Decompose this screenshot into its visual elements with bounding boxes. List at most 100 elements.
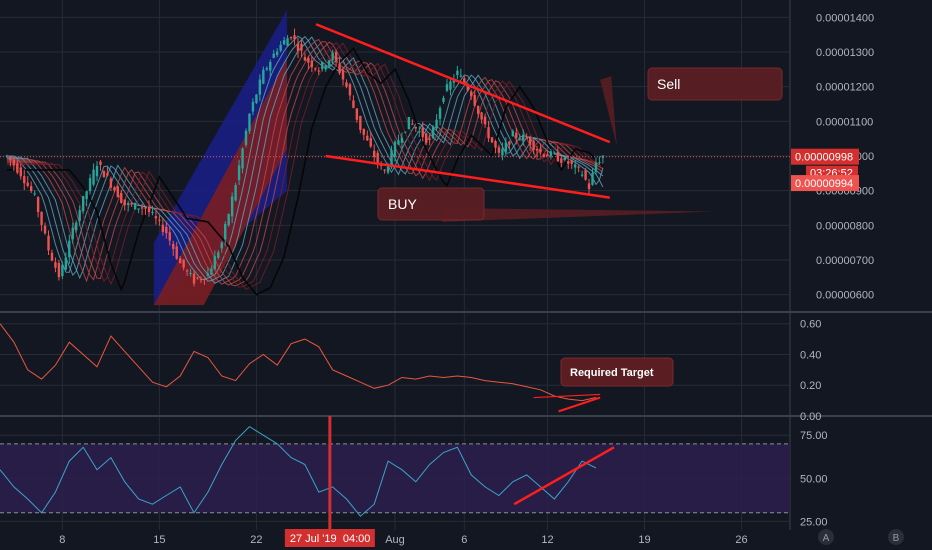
candle-body: [414, 126, 417, 129]
ma-slow-line: [6, 47, 604, 296]
candle-body: [92, 169, 95, 185]
candle-body: [587, 183, 591, 189]
candle-body: [508, 141, 511, 145]
candle-body: [428, 138, 431, 140]
sell-label: Sell: [657, 76, 680, 92]
candle-body: [376, 152, 379, 163]
time-axis-bg: [0, 530, 932, 550]
annotations: BUY Sell: [377, 67, 783, 222]
candle-body: [237, 165, 241, 181]
candle-body: [501, 148, 504, 156]
candle-body: [584, 170, 587, 180]
candle-body: [33, 193, 36, 195]
candle-body: [352, 100, 355, 108]
candle-body: [470, 91, 473, 97]
candle-body: [307, 57, 310, 63]
candle-body: [359, 115, 362, 130]
candle-body: [230, 196, 234, 217]
candle-body: [158, 219, 161, 221]
upper-trendline: [315, 23, 611, 144]
candle-body: [494, 140, 497, 148]
candle-body: [522, 134, 525, 141]
ma-ribbon-line: [6, 36, 604, 284]
long-position-zone: [153, 10, 287, 306]
candle-body: [487, 127, 490, 139]
candle-body: [137, 208, 140, 210]
candles: [5, 28, 605, 287]
rsi-tick-label: 25.00: [800, 516, 828, 528]
rsi-line: [0, 425, 597, 517]
candle-body: [601, 155, 605, 158]
candle-body: [47, 235, 50, 251]
candle-body: [452, 79, 456, 83]
candle-body: [95, 165, 99, 177]
candle-body: [120, 193, 123, 203]
scale-button[interactable]: B: [888, 529, 904, 545]
candle-body: [265, 68, 268, 70]
candle-body: [241, 148, 244, 169]
candle-body: [224, 224, 227, 240]
candle-body: [366, 135, 369, 141]
y-tick-label: 0.00001300: [816, 47, 874, 59]
candle-body: [345, 82, 348, 87]
lower-trendline: [325, 154, 611, 199]
candle-body: [40, 211, 43, 225]
candle-body: [577, 166, 580, 168]
candle-body: [151, 212, 154, 214]
candle-body: [362, 128, 366, 135]
candle-body: [206, 273, 210, 276]
candle-body: [560, 158, 563, 163]
ma-ribbon-line: [6, 41, 604, 286]
candle-body: [338, 63, 341, 74]
candle-body: [279, 44, 282, 51]
candle-body: [192, 273, 196, 284]
x-tick-label: 22: [250, 534, 262, 546]
candle-body: [109, 178, 113, 188]
candle-body: [210, 268, 213, 275]
scale-button-label: B: [893, 533, 900, 544]
candle-body: [379, 165, 383, 167]
candle-body: [165, 226, 168, 234]
candle-body: [172, 243, 175, 250]
candle-body: [515, 132, 518, 138]
candle-body: [573, 164, 577, 168]
ma-ribbon-line: [6, 35, 604, 282]
scale-button[interactable]: A: [818, 529, 834, 545]
y-tick-label: 0.00001100: [816, 116, 873, 128]
candle-body: [43, 225, 47, 234]
candle-body: [563, 157, 566, 161]
candle-body: [369, 138, 372, 147]
candle-body: [199, 279, 203, 281]
short-position-zone: [153, 58, 287, 306]
ma-ribbon-line: [6, 38, 604, 285]
y-tick-label: 0.00000800: [816, 220, 874, 232]
x-tick-label: 26: [735, 534, 747, 546]
candle-body: [314, 68, 317, 70]
candle-body: [438, 107, 442, 119]
candle-body: [54, 262, 57, 268]
candle-body: [244, 130, 248, 146]
scale-button-circle: [888, 529, 904, 545]
ma-ribbon: [6, 35, 604, 296]
candle-body: [189, 272, 192, 274]
candle-body: [331, 52, 334, 61]
candle-body: [341, 70, 345, 80]
scale-button-label: A: [823, 533, 830, 544]
candle-body: [355, 108, 359, 120]
candle-body: [113, 187, 116, 191]
y-tick-label: 0.00001200: [816, 82, 874, 94]
candle-body: [567, 161, 570, 164]
target-callout: [560, 357, 674, 387]
candle-body: [532, 140, 535, 150]
buy-callout: [377, 187, 485, 221]
candle-body: [262, 69, 265, 84]
candle-body: [275, 51, 279, 55]
buy-callout-pointer: [442, 208, 714, 222]
candle-body: [310, 60, 314, 68]
candle-body: [133, 202, 137, 210]
candle-body: [424, 133, 428, 143]
candle-body: [258, 79, 262, 95]
